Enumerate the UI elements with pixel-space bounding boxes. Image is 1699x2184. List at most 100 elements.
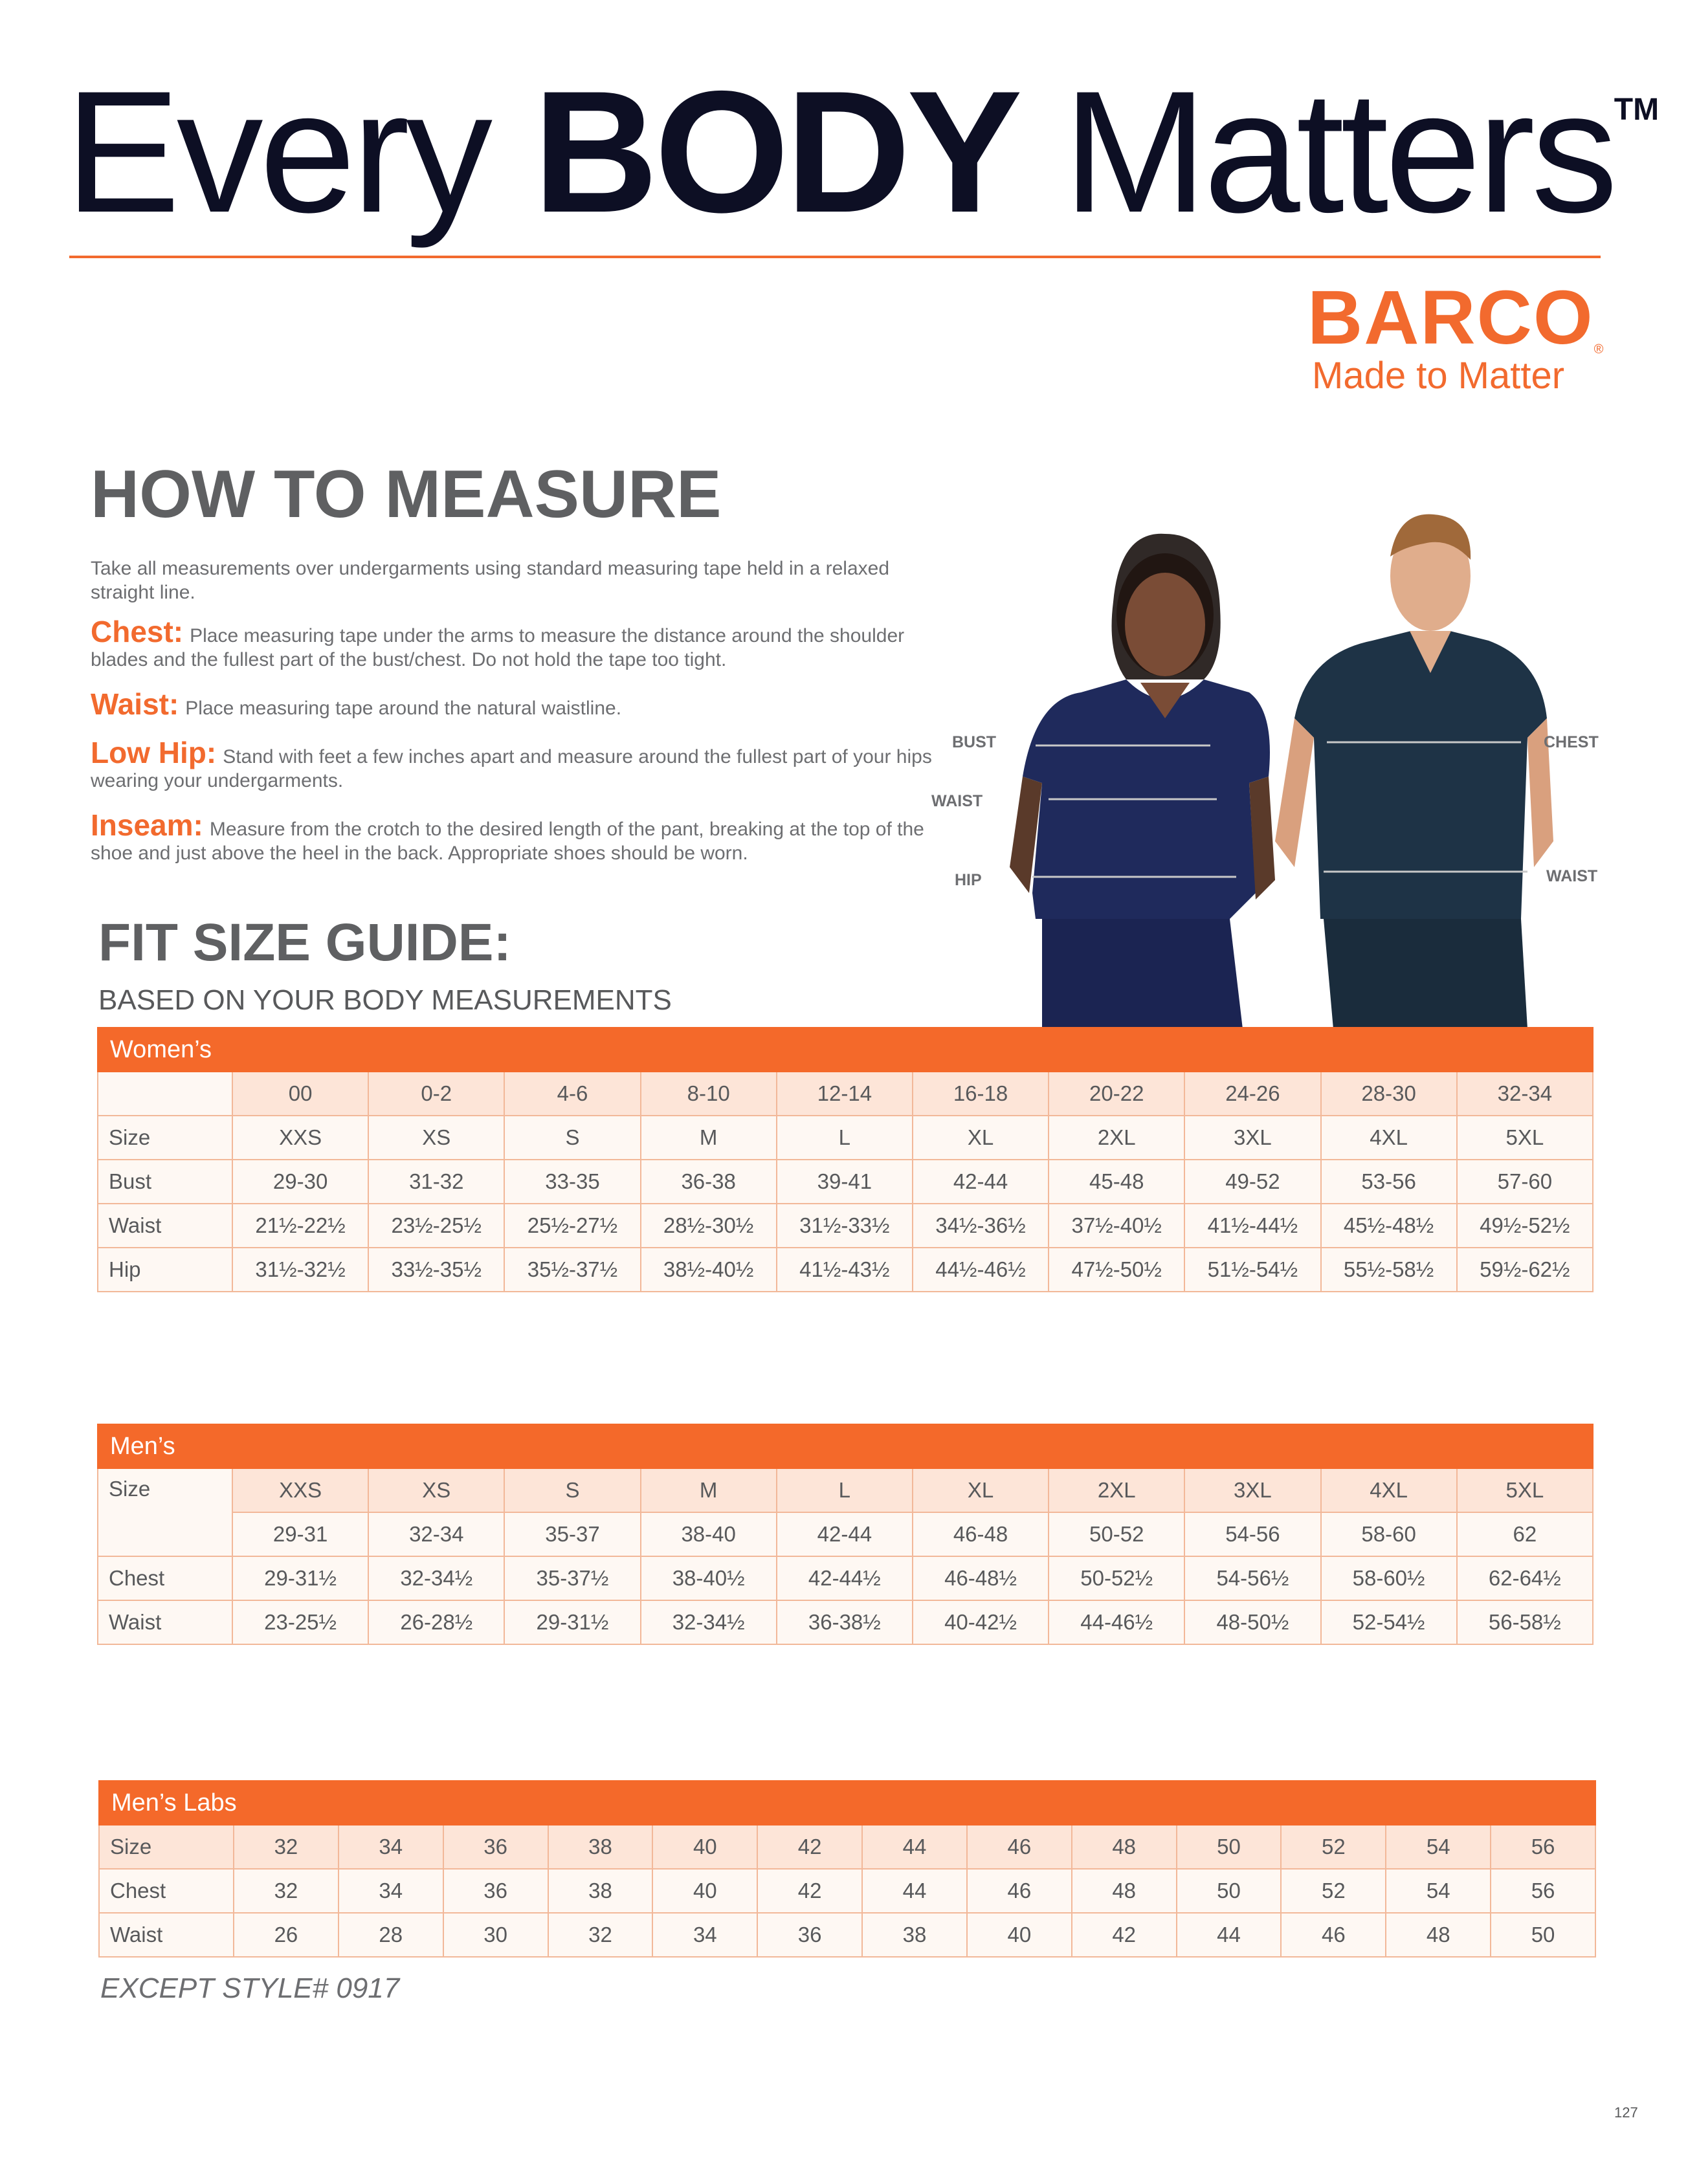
footnote: EXCEPT STYLE# 0917 xyxy=(100,1972,400,2004)
table-cell: 54 xyxy=(1385,1868,1492,1914)
table-title-row: Men’s Labs xyxy=(98,1780,1596,1826)
table-cell: 24-26 xyxy=(1184,1071,1322,1116)
table-cell: XS xyxy=(368,1468,505,1513)
fit-guide-heading: FIT SIZE GUIDE: xyxy=(98,913,511,972)
table-title: Men’s Labs xyxy=(98,1780,1596,1826)
table-row: Waist 21½-22½ 23½-25½ 25½-27½ 28½-30½ 31½-33½… xyxy=(97,1203,1594,1248)
table-cell: L xyxy=(775,1468,913,1513)
table-cell: 54 xyxy=(1385,1824,1492,1870)
table-cell: 3XL xyxy=(1184,1468,1322,1513)
table-cell: 50 xyxy=(1175,1868,1282,1914)
title-pre: Every xyxy=(65,54,533,248)
table-cell: 2XL xyxy=(1048,1468,1186,1513)
label-waist-women: WAIST xyxy=(931,792,983,810)
womens-size-table: Women’s 00 0-2 4-6 8-10 12-14 16-18 20-22 24-26 2… xyxy=(97,1027,1594,1292)
row-label: Size xyxy=(98,1824,234,1870)
registered-mark: ® xyxy=(1594,342,1605,357)
table-cell: 54-56 xyxy=(1184,1512,1322,1557)
table-row: Bust 29-30 31-32 33-35 36-38 39-41 42-44 45-48 4… xyxy=(97,1159,1594,1204)
measure-text: Stand with feet a few inches apart and m… xyxy=(91,746,932,791)
table-cell: 48 xyxy=(1071,1824,1177,1870)
table-cell: 32 xyxy=(233,1824,339,1870)
table-cell: 16-18 xyxy=(911,1071,1050,1116)
table-cell: 48 xyxy=(1071,1868,1177,1914)
mens-size-table: Men’s Size XXS XS S M L XL 2XL 3XL 4XL 5XL 29-31 32-3… xyxy=(97,1424,1594,1645)
table-title: Women’s xyxy=(97,1027,1594,1072)
table-cell: 23-25½ xyxy=(231,1600,370,1645)
row-label: Size xyxy=(97,1468,233,1557)
measure-item-low-hip: Low Hip: Stand with feet a few inches apa… xyxy=(91,738,932,793)
table-cell: 4XL xyxy=(1320,1115,1458,1160)
table-cell: 23½-25½ xyxy=(368,1203,505,1248)
table-cell: 28 xyxy=(337,1912,444,1958)
table-cell: XXS xyxy=(231,1468,370,1513)
table-cell: 28-30 xyxy=(1320,1071,1458,1116)
table-cell: 50 xyxy=(1490,1912,1596,1958)
table-cell: 41½-44½ xyxy=(1184,1203,1322,1248)
table-cell: 48-50½ xyxy=(1184,1600,1322,1645)
table-cell: XXS xyxy=(231,1115,370,1160)
row-label xyxy=(97,1071,233,1116)
table-row: Waist 23-25½ 26-28½ 29-31½ 32-34½ 36-38½ 40-42… xyxy=(97,1600,1594,1645)
table-cell: M xyxy=(639,1468,777,1513)
table-cell: XL xyxy=(911,1468,1050,1513)
measure-item-waist: Waist: Place measuring tape around the na… xyxy=(91,689,932,720)
table-cell: 21½-22½ xyxy=(231,1203,370,1248)
table-cell: 42-44 xyxy=(911,1159,1050,1204)
table-cell: 31½-33½ xyxy=(775,1203,913,1248)
table-cell: 0-2 xyxy=(368,1071,505,1116)
table-cell: 62 xyxy=(1456,1512,1594,1557)
measure-text: Place measuring tape around the natural … xyxy=(185,698,622,719)
brand-tagline: Made to Matter xyxy=(1312,355,1565,397)
table-cell: 34 xyxy=(337,1824,444,1870)
measure-text: Measure from the crotch to the desired l… xyxy=(91,819,924,864)
table-cell: M xyxy=(639,1115,777,1160)
table-cell: 20-22 xyxy=(1048,1071,1186,1116)
table-cell: 35-37½ xyxy=(504,1556,641,1601)
page-number: 127 xyxy=(1614,2104,1638,2121)
table-cell: L xyxy=(775,1115,913,1160)
label-bust: BUST xyxy=(952,733,997,751)
table-cell: 52-54½ xyxy=(1320,1600,1458,1645)
intro-text: Take all measurements over undergarments… xyxy=(91,558,890,603)
row-label: Chest xyxy=(98,1868,234,1914)
table-cell: 38 xyxy=(861,1912,968,1958)
page-title: Every BODY MattersTM xyxy=(65,65,1659,238)
measure-label: Chest: xyxy=(91,615,184,648)
table-cell: 29-31½ xyxy=(231,1556,370,1601)
table-cell: 37½-40½ xyxy=(1048,1203,1186,1248)
table-cell: 44 xyxy=(861,1868,968,1914)
table-cell: 52 xyxy=(1280,1824,1387,1870)
table-cell: 12-14 xyxy=(775,1071,913,1116)
table-cell: 00 xyxy=(231,1071,370,1116)
table-cell: 40 xyxy=(652,1824,759,1870)
table-cell: 41½-43½ xyxy=(775,1247,913,1292)
table-title-row: Men’s xyxy=(97,1424,1594,1469)
brand-logo: BARCO® xyxy=(1307,280,1605,356)
table-row: Size 32 34 36 38 40 42 44 46 48 50 52 54 56 xyxy=(98,1824,1596,1870)
table-cell: 46-48 xyxy=(911,1512,1050,1557)
label-chest: CHEST xyxy=(1544,733,1599,751)
table-cell: 34½-36½ xyxy=(911,1203,1050,1248)
table-cell: 51½-54½ xyxy=(1184,1247,1322,1292)
table-cell: 29-31½ xyxy=(504,1600,641,1645)
table-cell: 33-35 xyxy=(504,1159,641,1204)
measure-label: Low Hip: xyxy=(91,736,217,769)
table-cell: 32-34 xyxy=(368,1512,505,1557)
models-photo xyxy=(1010,514,1553,1029)
table-cell: 4-6 xyxy=(504,1071,641,1116)
table-cell: 36 xyxy=(442,1868,549,1914)
table-cell: 3XL xyxy=(1184,1115,1322,1160)
brand-name: BARCO xyxy=(1307,275,1594,360)
table-cell: 62-64½ xyxy=(1456,1556,1594,1601)
row-label: Waist xyxy=(98,1912,234,1958)
woman-figure xyxy=(1010,533,1275,1029)
table-cell: 32-34½ xyxy=(639,1600,777,1645)
measure-text: Place measuring tape under the arms to m… xyxy=(91,625,905,670)
table-cell: 28½-30½ xyxy=(639,1203,777,1248)
table-cell: 4XL xyxy=(1320,1468,1458,1513)
table-cell: 25½-27½ xyxy=(504,1203,641,1248)
table-cell: 58-60 xyxy=(1320,1512,1458,1557)
table-cell: 53-56 xyxy=(1320,1159,1458,1204)
table-cell: 32-34½ xyxy=(368,1556,505,1601)
